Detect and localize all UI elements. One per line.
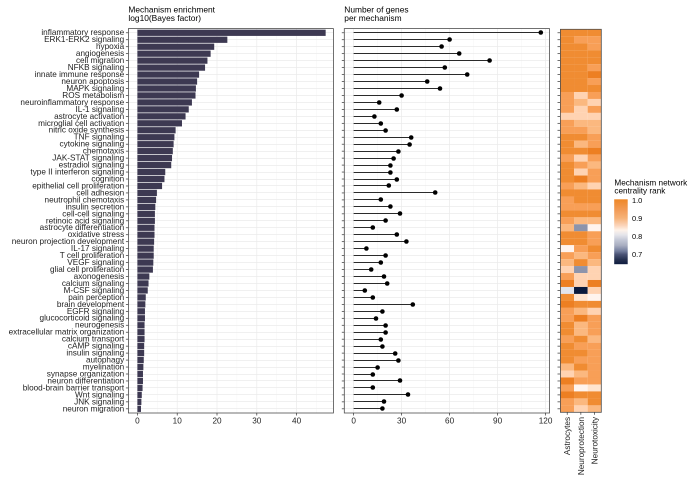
svg-text:JNK signaling: JNK signaling — [74, 397, 125, 406]
svg-text:nitric oxide synthesis: nitric oxide synthesis — [49, 126, 125, 135]
svg-text:MAPK signaling: MAPK signaling — [66, 84, 124, 93]
svg-text:ERK1-ERK2 signaling: ERK1-ERK2 signaling — [44, 35, 125, 44]
svg-text:120: 120 — [539, 416, 553, 425]
svg-text:0: 0 — [135, 416, 140, 425]
svg-text:Wnt signaling: Wnt signaling — [75, 390, 125, 399]
svg-text:10: 10 — [173, 416, 183, 425]
svg-text:calcium signaling: calcium signaling — [62, 279, 125, 288]
svg-text:innate immune response: innate immune response — [35, 70, 125, 79]
svg-text:epithelial cell proliferation: epithelial cell proliferation — [32, 181, 124, 190]
svg-text:40: 40 — [292, 416, 302, 425]
svg-text:cytokine signaling: cytokine signaling — [60, 140, 125, 149]
svg-text:cognition: cognition — [91, 174, 124, 183]
svg-text:brain development: brain development — [57, 300, 125, 309]
svg-text:axonogenesis: axonogenesis — [74, 272, 125, 281]
svg-text:30: 30 — [252, 416, 262, 425]
svg-text:myelination: myelination — [83, 362, 125, 371]
svg-text:astrocyte activation: astrocyte activation — [54, 112, 125, 121]
svg-text:chemotaxis: chemotaxis — [83, 147, 124, 156]
svg-text:insulin signaling: insulin signaling — [66, 349, 124, 358]
svg-text:calcium transport: calcium transport — [62, 335, 125, 344]
svg-text:angiogenesis: angiogenesis — [76, 49, 124, 58]
svg-text:estradiol signaling: estradiol signaling — [59, 161, 125, 170]
svg-text:Mechanism enrichment: Mechanism enrichment — [128, 4, 215, 14]
svg-text:30: 30 — [397, 416, 407, 425]
svg-text:1.0: 1.0 — [632, 196, 642, 205]
svg-text:cAMP signaling: cAMP signaling — [68, 342, 125, 351]
svg-text:glucocorticoid signaling: glucocorticoid signaling — [40, 314, 125, 323]
svg-text:blood-brain barrier transport: blood-brain barrier transport — [23, 383, 125, 392]
svg-text:90: 90 — [493, 416, 503, 425]
svg-text:type II interferon signaling: type II interferon signaling — [30, 168, 124, 177]
svg-text:hypoxia: hypoxia — [96, 42, 125, 51]
svg-text:autophagy: autophagy — [86, 356, 125, 365]
svg-text:TNF signaling: TNF signaling — [74, 133, 125, 142]
svg-text:glial cell proliferation: glial cell proliferation — [50, 265, 125, 274]
svg-text:neuron migration: neuron migration — [63, 404, 125, 413]
svg-text:0.9: 0.9 — [632, 214, 642, 223]
svg-text:T cell proliferation: T cell proliferation — [60, 251, 125, 260]
svg-text:JAK-STAT signaling: JAK-STAT signaling — [52, 154, 124, 163]
svg-text:cell-cell signaling: cell-cell signaling — [62, 209, 124, 218]
svg-text:IL-1 signaling: IL-1 signaling — [75, 105, 124, 114]
svg-text:EGFR signaling: EGFR signaling — [67, 307, 125, 316]
svg-text:Neurotoxicity: Neurotoxicity — [590, 416, 599, 464]
svg-text:Astrocytes: Astrocytes — [563, 417, 572, 455]
svg-text:NFKB signaling: NFKB signaling — [68, 63, 125, 72]
svg-text:0: 0 — [351, 416, 356, 425]
svg-text:neuron apoptosis: neuron apoptosis — [61, 77, 124, 86]
svg-text:0.8: 0.8 — [632, 232, 642, 241]
svg-text:oxidative stress: oxidative stress — [68, 230, 124, 239]
svg-text:20: 20 — [212, 416, 222, 425]
svg-text:log10(Bayes factor): log10(Bayes factor) — [128, 13, 201, 23]
svg-text:Mechanism network: Mechanism network — [614, 178, 688, 187]
svg-text:VEGF signaling: VEGF signaling — [67, 258, 124, 267]
svg-text:0.7: 0.7 — [632, 250, 642, 259]
svg-text:inflammatory response: inflammatory response — [41, 28, 124, 37]
svg-text:microglial cell activation: microglial cell activation — [38, 119, 124, 128]
svg-text:centrality rank: centrality rank — [614, 187, 666, 196]
svg-text:insulin secretion: insulin secretion — [65, 202, 124, 211]
svg-text:neutrophil chemotaxis: neutrophil chemotaxis — [45, 195, 125, 204]
svg-text:synapse organization: synapse organization — [47, 369, 125, 378]
svg-text:pain perception: pain perception — [68, 293, 124, 302]
svg-text:retinoic acid signaling: retinoic acid signaling — [46, 216, 125, 225]
svg-text:neuroinflammatory response: neuroinflammatory response — [20, 98, 124, 107]
svg-text:neuron differentiation: neuron differentiation — [47, 376, 124, 385]
svg-text:per mechanism: per mechanism — [344, 13, 401, 23]
svg-text:60: 60 — [445, 416, 455, 425]
svg-text:astrocyte differentiation: astrocyte differentiation — [40, 223, 125, 232]
svg-text:neuron projection development: neuron projection development — [12, 237, 125, 246]
svg-text:cell adhesion: cell adhesion — [76, 188, 124, 197]
svg-text:M-CSF signaling: M-CSF signaling — [64, 286, 125, 295]
svg-text:Number of genes: Number of genes — [344, 4, 408, 14]
svg-text:cell migration: cell migration — [76, 56, 125, 65]
svg-text:Neuroprotection: Neuroprotection — [577, 416, 586, 475]
svg-text:extracellular matrix organizat: extracellular matrix organization — [9, 328, 125, 337]
svg-text:neurogenesis: neurogenesis — [75, 321, 124, 330]
svg-text:IL-17 signaling: IL-17 signaling — [71, 244, 125, 253]
svg-text:ROS metabolism: ROS metabolism — [62, 91, 124, 100]
